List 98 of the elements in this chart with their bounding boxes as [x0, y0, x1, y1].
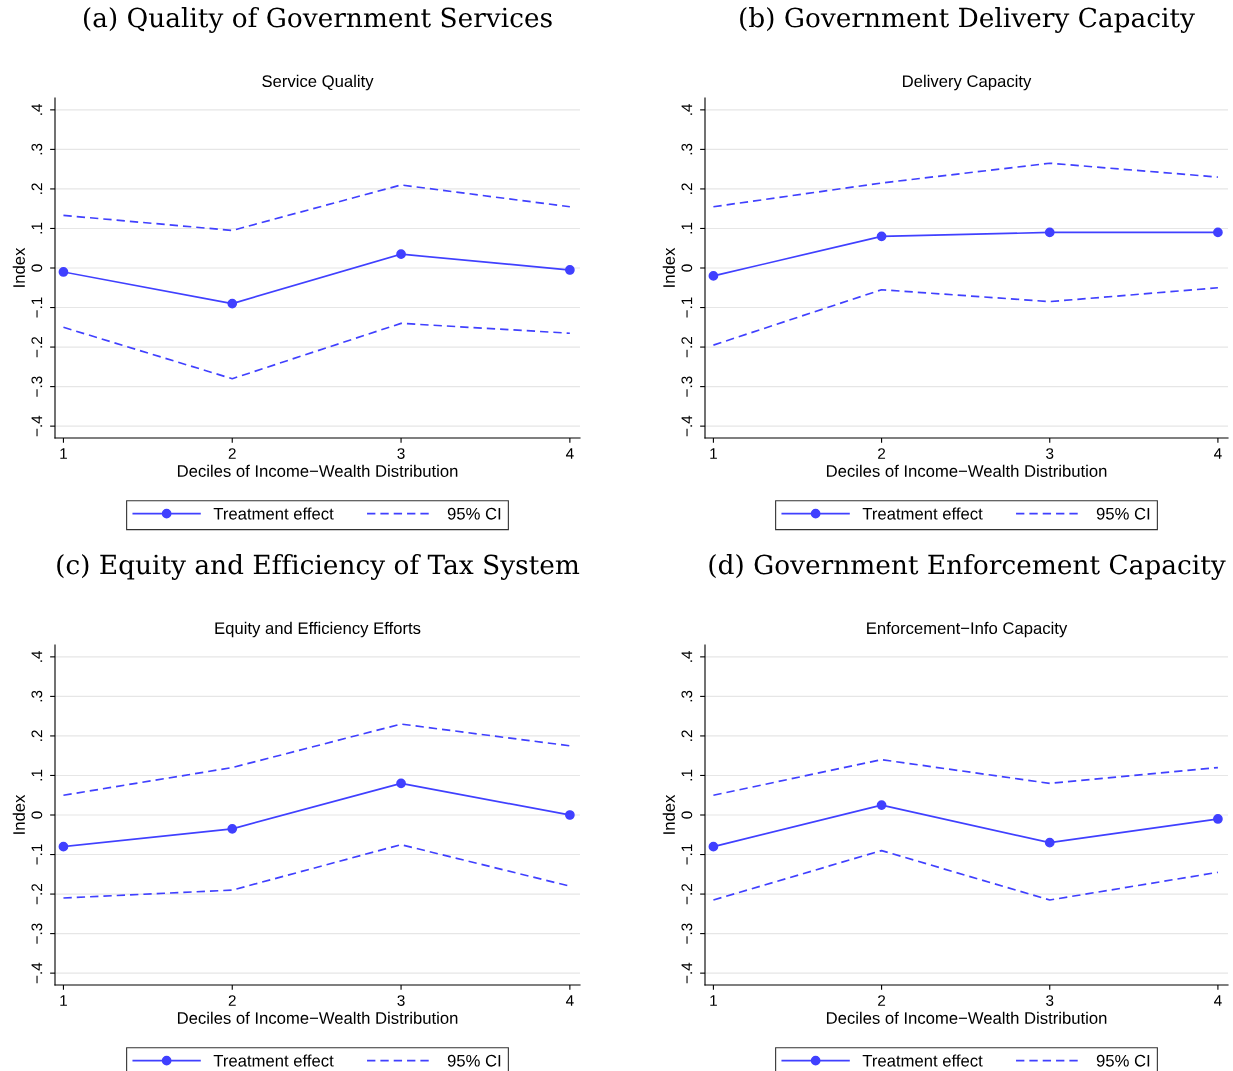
y-tick-label: 0 [31, 811, 43, 819]
y-tick-label: −.1 [681, 297, 693, 318]
chart-subtitle: Enforcement−Info Capacity [867, 621, 1068, 638]
x-tick-label: 1 [710, 995, 717, 1006]
y-tick-label: −.1 [681, 844, 693, 865]
point [58, 267, 69, 277]
y-tick-label: −.4 [31, 415, 43, 437]
legend-label: 95% CI [447, 507, 501, 520]
legend-label: 95% CI [1096, 507, 1150, 520]
y-axis-title: Index [12, 247, 25, 287]
y-tick-label: −.2 [31, 884, 43, 905]
x-axis-title: Deciles of Income−Wealth Distribution [177, 1011, 458, 1024]
x-axis-title: Deciles of Income−Wealth Distribution [177, 464, 458, 477]
y-tick-label: .1 [681, 769, 693, 781]
y-tick-label: .2 [31, 183, 43, 194]
y-axis-title: Index [12, 794, 25, 834]
legend-label: 95% CI [1096, 1054, 1150, 1067]
point [565, 265, 575, 275]
legend-label: 95% CI [447, 1054, 501, 1067]
y-tick-label: −.3 [31, 376, 43, 397]
chart-title: (b) Government Delivery Capacity [740, 7, 1195, 33]
x-axis-title: Deciles of Income−Wealth Distribution [826, 1011, 1107, 1024]
y-axis-title: Index [662, 247, 675, 287]
legend-label: Treatment effect [862, 507, 983, 520]
x-tick-label: 4 [565, 448, 574, 459]
x-tick-label: 3 [397, 448, 405, 459]
y-tick-label: −.4 [681, 962, 693, 984]
y-tick-label: .2 [31, 730, 43, 741]
y-tick-label: .3 [31, 143, 43, 155]
point [708, 841, 719, 852]
y-axis-title: Index [662, 794, 675, 834]
y-tick-label: −.2 [681, 337, 693, 358]
line-series [62, 322, 571, 380]
chart-subtitle: Equity and Efficiency Efforts [215, 621, 421, 638]
y-tick-label: .1 [31, 222, 43, 234]
y-tick-label: .4 [31, 650, 43, 662]
point [1213, 814, 1223, 824]
y-tick-label: −.2 [31, 337, 43, 358]
x-tick-label: 2 [228, 448, 236, 459]
point [58, 841, 69, 852]
line-series [62, 723, 571, 797]
x-tick-label: 1 [60, 995, 67, 1006]
line-series [712, 758, 1219, 797]
y-tick-label: −.4 [681, 415, 693, 437]
chart-title: (a) Quality of Government Services [83, 7, 552, 33]
y-tick-label: .2 [681, 730, 693, 741]
y-tick-label: .1 [681, 222, 693, 234]
x-tick-label: 3 [1046, 995, 1054, 1006]
y-tick-label: −.1 [31, 844, 43, 865]
chart-title: (d) Government Enforcement Capacity [709, 554, 1226, 580]
y-tick-label: 0 [681, 811, 693, 819]
y-tick-label: .4 [681, 650, 693, 662]
point [227, 298, 238, 309]
y-tick-label: .2 [681, 183, 693, 194]
y-tick-label: .3 [681, 143, 693, 155]
legend-label: Treatment effect [862, 1054, 983, 1067]
y-tick-label: −.2 [681, 884, 693, 905]
point [1044, 837, 1055, 848]
point [708, 271, 719, 281]
point [565, 810, 575, 820]
x-tick-label: 3 [397, 995, 405, 1006]
x-tick-label: 4 [565, 995, 574, 1006]
point [876, 800, 887, 810]
y-tick-label: 0 [681, 264, 693, 272]
y-tick-label: .4 [681, 103, 693, 115]
line-series [712, 162, 1219, 208]
point [227, 823, 238, 834]
line-series [712, 286, 1219, 346]
legend-label: Treatment effect [213, 1054, 334, 1067]
x-tick-label: 3 [1046, 448, 1054, 459]
chart-title: (c) Equity and Efficiency of Tax System [57, 554, 580, 580]
y-tick-label: −.4 [31, 962, 43, 984]
point [396, 778, 406, 789]
y-tick-label: .3 [681, 690, 693, 702]
x-tick-label: 1 [710, 448, 717, 459]
x-tick-label: 2 [878, 995, 886, 1006]
chart-subtitle: Delivery Capacity [903, 74, 1032, 91]
x-tick-label: 2 [878, 448, 886, 459]
x-tick-label: 2 [228, 995, 236, 1006]
y-tick-label: −.1 [31, 297, 43, 318]
y-tick-label: −.3 [681, 376, 693, 397]
x-tick-label: 1 [60, 448, 67, 459]
point [876, 231, 887, 242]
point [1213, 227, 1223, 238]
y-tick-label: .3 [31, 690, 43, 702]
y-tick-label: 0 [31, 264, 43, 272]
y-tick-label: .1 [31, 769, 43, 781]
x-axis-title: Deciles of Income−Wealth Distribution [826, 464, 1107, 477]
y-tick-label: −.3 [681, 923, 693, 944]
x-tick-label: 4 [1214, 995, 1222, 1006]
chart-subtitle: Service Quality [262, 74, 374, 91]
y-tick-label: −.3 [31, 923, 43, 944]
point [396, 249, 406, 260]
line-series [62, 184, 571, 232]
y-tick-label: .4 [31, 103, 43, 115]
point [1044, 227, 1055, 238]
x-tick-label: 4 [1214, 448, 1222, 459]
legend-label: Treatment effect [213, 507, 334, 520]
